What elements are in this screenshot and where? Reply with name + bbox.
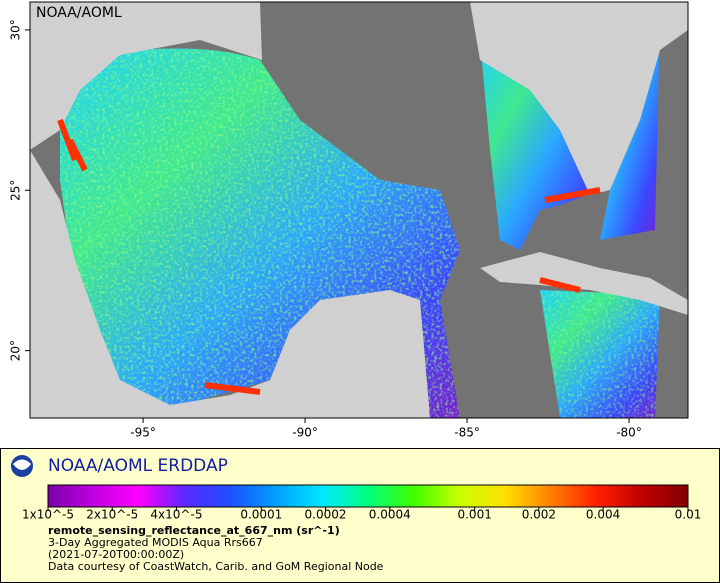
- map-frame: [29, 1, 689, 419]
- variable-name: remote_sensing_reflectance_at_667_nm (sr…: [48, 524, 340, 537]
- legend-panel: [0, 448, 720, 583]
- map-area: NOAA/AOML: [30, 2, 688, 418]
- land-us: [30, 2, 262, 150]
- colorbar-tick-label: 1x10^-5: [22, 508, 74, 522]
- x-tick-label: -85°: [454, 426, 480, 440]
- land-mexico: [30, 150, 430, 418]
- description-line: (2021-07-20T00:00:00Z): [48, 548, 184, 561]
- y-tick-label: 25°: [9, 180, 23, 201]
- colorbar-tick-label: 0.002: [522, 508, 556, 522]
- y-tick-label: 30°: [9, 19, 23, 40]
- colorbar-tick-label: 4x10^-5: [150, 508, 202, 522]
- colorbar-tick-label: 0.001: [457, 508, 491, 522]
- land-cuba: [480, 252, 688, 315]
- land-florida: [470, 2, 688, 195]
- x-tick-label: -95°: [130, 426, 156, 440]
- colorbar-tick-label: 0.01: [675, 508, 702, 522]
- colorbar-tick-label: 0.004: [586, 508, 620, 522]
- y-tick-label: 20°: [9, 340, 23, 361]
- colorbar: [47, 484, 689, 508]
- coastal-high-values: [57, 118, 601, 395]
- noaa-logo-gull: [13, 459, 31, 470]
- description-line: Data courtesy of CoastWatch, Carib. and …: [48, 560, 384, 573]
- watermark: NOAA/AOML: [36, 5, 122, 21]
- legend-org: NOAA/AOML ERDDAP: [48, 456, 228, 476]
- description-line: 3-Day Aggregated MODIS Aqua Rrs667: [48, 536, 263, 549]
- colorbar-tick-label: 0.0001: [240, 508, 282, 522]
- colorbar-tick-label: 2x10^-5: [86, 508, 138, 522]
- x-tick-label: -80°: [616, 426, 642, 440]
- data-texture: [60, 48, 460, 418]
- data-texture: [540, 290, 660, 418]
- x-tick-label: -90°: [292, 426, 318, 440]
- colorbar-tick-label: 0.0002: [305, 508, 347, 522]
- colorbar-tick-label: 0.0004: [369, 508, 411, 522]
